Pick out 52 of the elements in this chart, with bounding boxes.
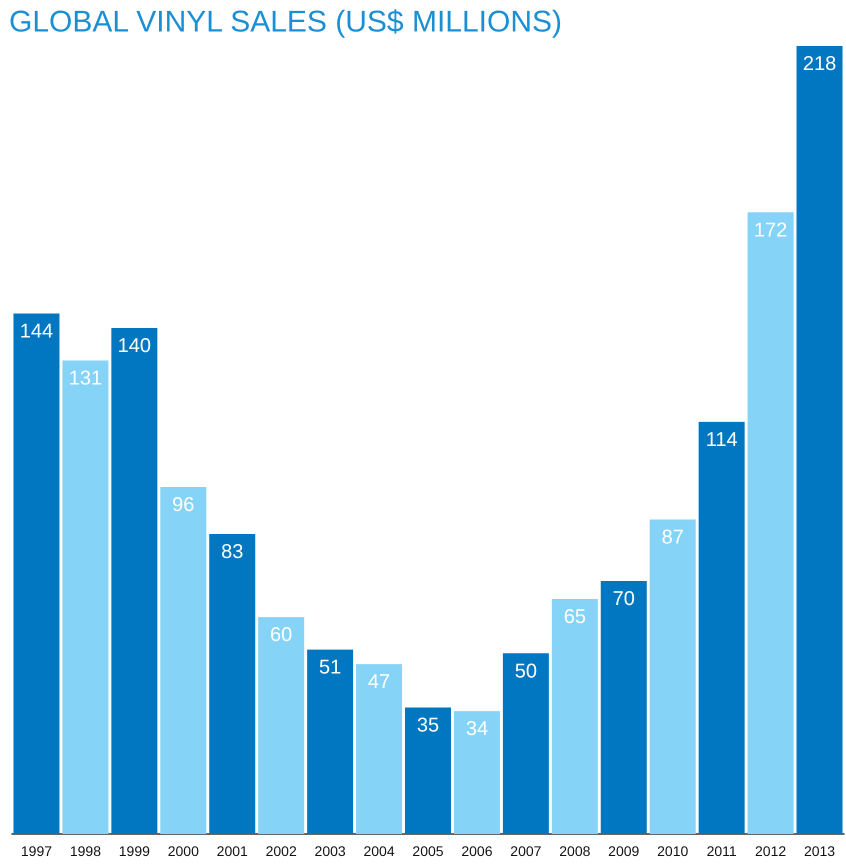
data-label: 35 bbox=[416, 714, 440, 736]
x-tick-label: 2010 bbox=[657, 843, 688, 859]
data-label: 140 bbox=[118, 334, 152, 357]
data-label: 96 bbox=[172, 494, 194, 516]
bar bbox=[160, 486, 206, 834]
x-tick-label: 2008 bbox=[559, 843, 591, 859]
data-label: 65 bbox=[564, 606, 586, 628]
bar bbox=[111, 328, 158, 834]
bar bbox=[356, 664, 402, 834]
bar bbox=[552, 599, 598, 834]
x-tick-label: 2002 bbox=[266, 843, 297, 859]
bar bbox=[698, 422, 745, 834]
bar bbox=[454, 711, 500, 834]
x-tick-label: 2011 bbox=[706, 843, 737, 859]
x-tick-label: 1997 bbox=[20, 843, 52, 859]
bar bbox=[13, 313, 60, 834]
data-label: 70 bbox=[612, 588, 635, 610]
bar bbox=[62, 360, 108, 834]
x-tick-label: 2006 bbox=[461, 843, 493, 859]
bar bbox=[405, 707, 451, 834]
data-label: 144 bbox=[20, 320, 54, 342]
data-label: 60 bbox=[270, 624, 292, 646]
data-label: 34 bbox=[466, 718, 488, 740]
x-tick-label: 2012 bbox=[755, 843, 786, 859]
x-tick-label: 2004 bbox=[363, 843, 395, 859]
x-tick-label: 2001 bbox=[216, 843, 248, 859]
x-tick-label: 2007 bbox=[510, 843, 542, 859]
x-tick-label: 1998 bbox=[70, 843, 102, 859]
data-label: 172 bbox=[754, 219, 788, 242]
data-label: 47 bbox=[368, 671, 390, 694]
x-tick-label: 1999 bbox=[118, 843, 150, 859]
x-tick-label: 2009 bbox=[608, 843, 640, 859]
data-label: 114 bbox=[706, 428, 738, 451]
x-tick-label: 2003 bbox=[314, 843, 346, 859]
x-tick-label: 2005 bbox=[412, 843, 444, 859]
bar bbox=[307, 650, 354, 834]
bar bbox=[209, 534, 256, 834]
bar bbox=[502, 653, 549, 834]
bar bbox=[748, 212, 794, 834]
bar bbox=[258, 617, 304, 834]
chart-title: GLOBAL VINYL SALES (US$ MILLIONS) bbox=[9, 6, 562, 38]
bar bbox=[796, 46, 843, 834]
data-label: 83 bbox=[221, 540, 244, 563]
data-label: 51 bbox=[318, 656, 342, 679]
data-label: 131 bbox=[68, 367, 102, 390]
data-label: 50 bbox=[514, 660, 538, 682]
data-label: 87 bbox=[662, 526, 684, 549]
bar bbox=[650, 520, 696, 834]
data-label: 218 bbox=[802, 53, 836, 75]
x-tick-label: 2000 bbox=[168, 843, 200, 859]
bar bbox=[600, 580, 647, 834]
x-tick-label: 2013 bbox=[804, 843, 836, 859]
